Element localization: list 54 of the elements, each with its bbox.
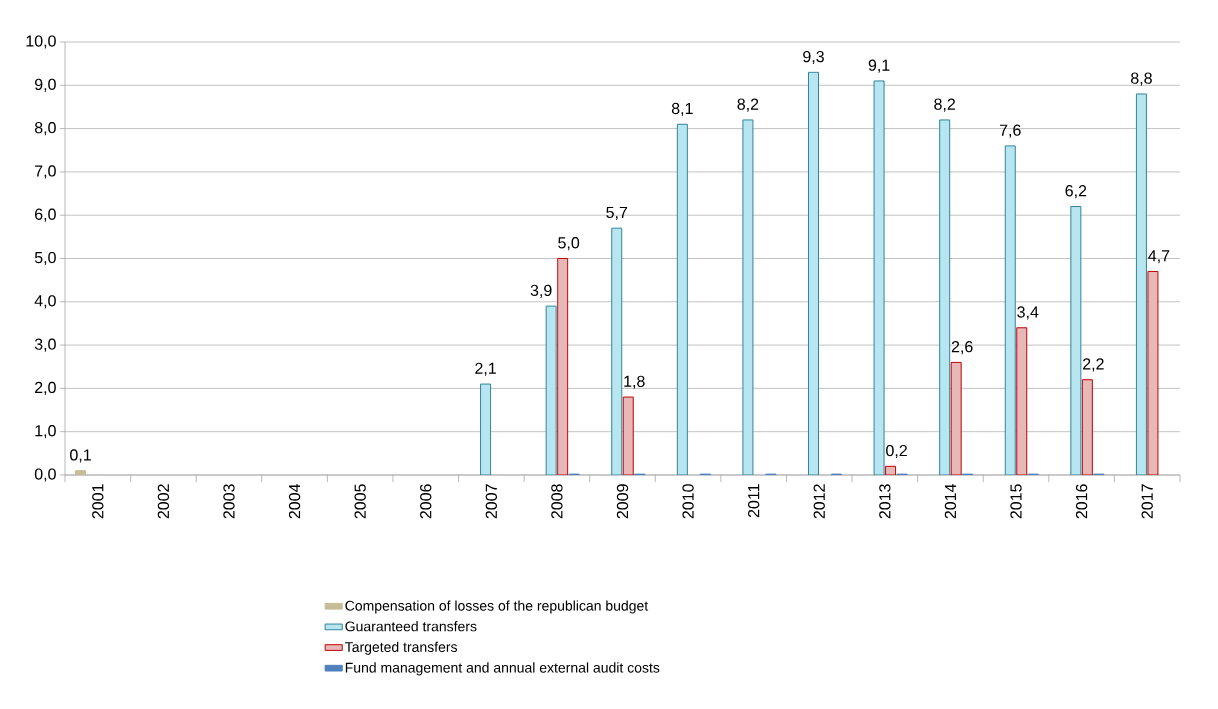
data-label: 6,2	[1065, 185, 1087, 199]
x-tick-label: 2004	[288, 484, 301, 519]
x-tick-label: 2011	[748, 484, 760, 518]
data-label: 9,1	[868, 59, 890, 73]
data-label: 2,6	[951, 341, 973, 355]
x-tick-label: 2007	[485, 484, 497, 519]
x-tick-label: 2015	[1010, 484, 1022, 519]
x-tick-label: 2003	[223, 484, 235, 519]
y-tick-label: 0,0	[34, 468, 56, 482]
data-label: 8,8	[1131, 72, 1152, 86]
data-label: 2,2	[1083, 358, 1104, 372]
y-tick-label: 9,0	[34, 78, 56, 92]
y-tick-label: 3,0	[34, 338, 56, 352]
y-tick-label: 1,0	[35, 425, 56, 439]
x-tick-label: 2010	[682, 484, 694, 519]
bar	[1135, 93, 1147, 475]
data-label: 8,1	[671, 102, 693, 117]
legend-label: Compensation of losses of the republican budget	[345, 600, 649, 614]
data-label: 0,1	[70, 449, 91, 463]
y-tick-label: 4,0	[34, 295, 56, 309]
y-tick-label: 7,0	[35, 165, 56, 179]
x-tick-label: 2009	[616, 484, 629, 519]
data-label: 9,3	[803, 50, 824, 65]
y-tick-label: 6,0	[35, 208, 56, 222]
data-label: 8,2	[737, 98, 759, 112]
data-label: 4,7	[1148, 250, 1170, 264]
data-label: 5,7	[606, 206, 628, 220]
data-label: 3,4	[1017, 306, 1039, 320]
x-tick-label: 2008	[551, 484, 563, 519]
x-tick-label: 2017	[1141, 484, 1153, 519]
legend-label: Fund management and annual external audit costs	[345, 662, 660, 676]
data-label: 0,2	[886, 444, 907, 459]
x-tick-label: 2001	[92, 484, 104, 519]
data-label: 1,8	[624, 375, 645, 389]
data-label: 3,9	[530, 284, 552, 298]
legend-label: Guaranteed transfers	[345, 621, 477, 632]
x-tick-label: 2012	[813, 484, 825, 519]
y-tick-label: 2,0	[35, 381, 56, 395]
x-tick-label: 2013	[879, 484, 891, 519]
x-tick-label: 2005	[354, 484, 366, 519]
bar	[808, 71, 819, 475]
y-tick-label: 10,0	[26, 35, 56, 49]
legend-label: Targeted transfers	[345, 641, 458, 655]
data-label: 5,0	[558, 237, 580, 251]
x-tick-label: 2002	[157, 484, 170, 519]
y-tick-label: 8,0	[34, 121, 56, 136]
x-tick-label: 2006	[420, 484, 432, 519]
data-label: 7,6	[999, 124, 1021, 138]
x-tick-label: 2016	[1075, 484, 1088, 519]
bar	[676, 123, 688, 475]
y-tick-label: 5,0	[34, 251, 56, 266]
x-tick-label: 2014	[944, 484, 957, 519]
data-label: 2,1	[475, 362, 496, 376]
data-label: 8,2	[934, 98, 955, 112]
